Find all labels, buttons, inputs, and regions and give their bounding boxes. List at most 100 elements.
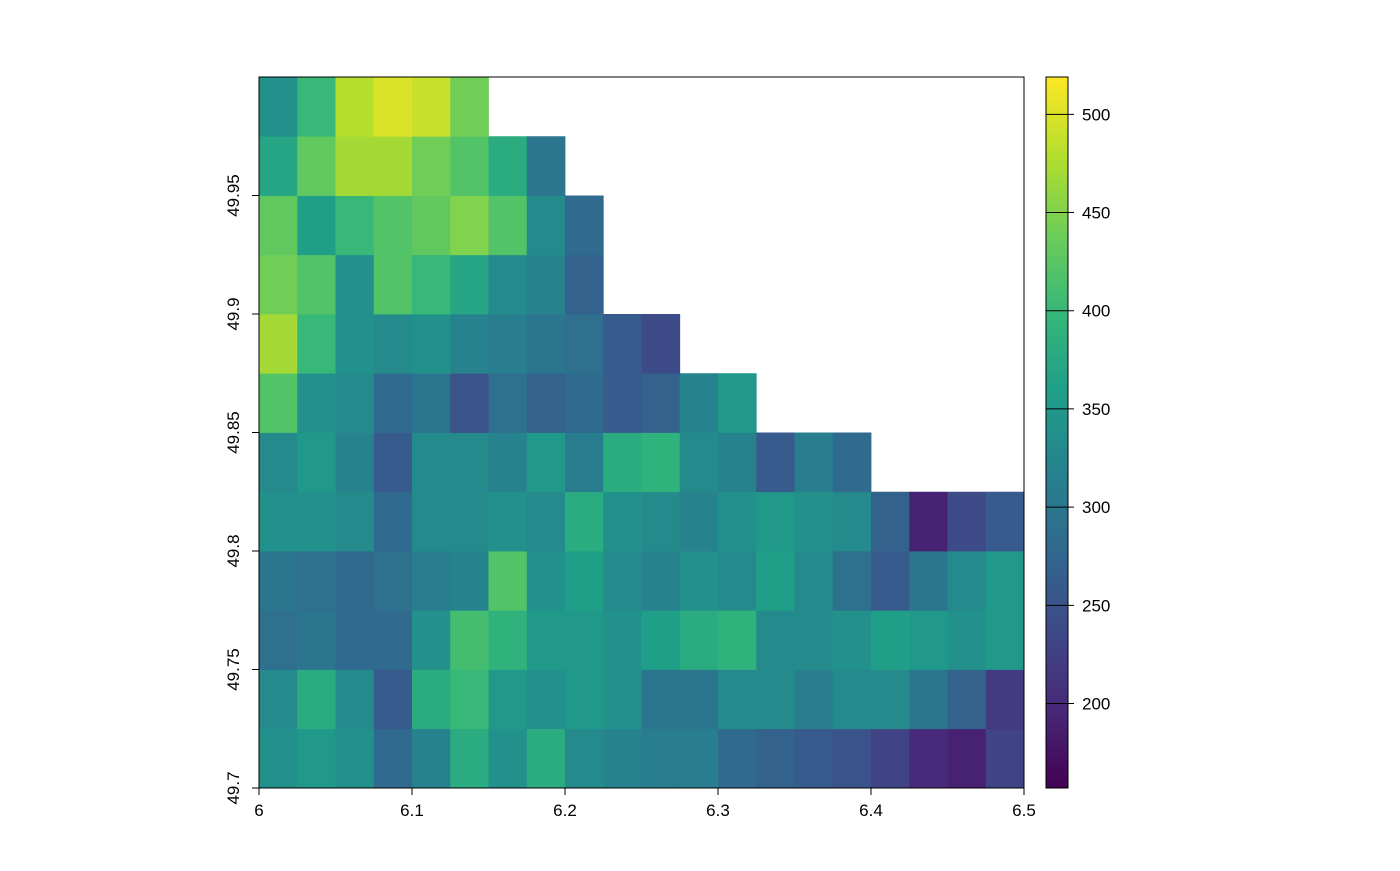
raster-cell <box>488 669 528 730</box>
raster-cell <box>718 669 757 730</box>
colorbar-tick-label: 450 <box>1082 204 1110 223</box>
raster-cell <box>947 551 987 611</box>
raster-cell <box>641 728 681 789</box>
raster-cell <box>641 669 681 730</box>
raster-cell <box>526 491 566 552</box>
raster-cell <box>335 77 375 137</box>
raster-cell <box>297 373 336 433</box>
raster-cell <box>871 728 910 789</box>
colorbar-tick-label: 300 <box>1082 498 1110 517</box>
raster-cell <box>756 432 795 493</box>
raster-cell <box>373 491 413 552</box>
raster-cell <box>832 669 872 730</box>
raster-cell <box>947 610 987 670</box>
raster-cell <box>259 669 298 730</box>
raster-cell <box>832 728 872 789</box>
colorbar-tick-label: 200 <box>1082 695 1110 714</box>
raster-cell <box>412 551 451 611</box>
raster-cell <box>718 610 757 670</box>
y-tick-label: 49.75 <box>224 648 243 691</box>
raster-cell <box>641 610 681 670</box>
y-tick-label: 49.9 <box>224 297 243 330</box>
raster-cell <box>679 551 719 611</box>
raster-cell <box>603 610 642 670</box>
raster-cell <box>259 432 298 493</box>
colorbar <box>1045 76 1069 789</box>
raster-cell <box>947 669 987 730</box>
raster-cell <box>297 254 336 315</box>
raster-cell <box>488 432 528 493</box>
raster-cell <box>718 491 757 552</box>
raster-cell <box>526 314 566 374</box>
raster-cell <box>335 195 375 256</box>
raster-cell <box>565 254 604 315</box>
raster-cell <box>412 610 451 670</box>
raster-cell <box>373 669 413 730</box>
raster-cell <box>335 728 375 789</box>
raster-cell <box>373 195 413 256</box>
raster-cell <box>526 551 566 611</box>
raster-cell <box>526 669 566 730</box>
raster-cell <box>297 195 336 256</box>
raster-cell <box>412 136 451 196</box>
raster-cell <box>259 551 298 611</box>
raster-cell <box>373 77 413 137</box>
raster-cell <box>335 254 375 315</box>
raster-cell <box>565 551 604 611</box>
raster-cell <box>679 728 719 789</box>
raster-cell <box>335 432 375 493</box>
raster-cell <box>450 728 489 789</box>
raster-cell <box>718 728 757 789</box>
raster-cell <box>679 432 719 493</box>
raster-cell <box>641 373 681 433</box>
raster-cell <box>679 491 719 552</box>
raster-cell <box>373 314 413 374</box>
raster-cell <box>412 728 451 789</box>
raster-cell <box>985 669 1025 730</box>
raster-cell <box>679 373 719 433</box>
raster-cell <box>412 314 451 374</box>
raster-cell <box>756 728 795 789</box>
raster-cell <box>335 551 375 611</box>
raster-cell <box>603 551 642 611</box>
y-tick-label: 49.85 <box>224 411 243 454</box>
raster-cell <box>718 551 757 611</box>
raster-cell <box>450 491 489 552</box>
raster-cell <box>641 314 681 374</box>
raster-cell <box>335 314 375 374</box>
raster-cell <box>871 669 910 730</box>
raster-cell <box>259 610 298 670</box>
raster-cell <box>679 669 719 730</box>
y-tick-label: 49.8 <box>224 534 243 567</box>
raster-cell <box>488 254 528 315</box>
raster-cell <box>297 551 336 611</box>
raster-cell <box>603 373 642 433</box>
raster-cell <box>259 195 298 256</box>
raster-cell <box>297 77 336 137</box>
raster-cell <box>794 669 834 730</box>
x-tick-label: 6.5 <box>1012 801 1036 820</box>
raster-cell <box>526 728 566 789</box>
colorbar-tick-label: 500 <box>1082 105 1110 124</box>
raster-cell <box>450 551 489 611</box>
raster-cell <box>297 610 336 670</box>
raster-cell <box>718 432 757 493</box>
raster-cell <box>297 432 336 493</box>
raster-cell <box>603 432 642 493</box>
raster-cell <box>947 491 987 552</box>
raster-cell <box>871 610 910 670</box>
raster-cell <box>335 373 375 433</box>
raster-cell <box>259 314 298 374</box>
x-tick-label: 6.3 <box>706 801 730 820</box>
raster-cell <box>718 373 757 433</box>
raster-cell <box>526 254 566 315</box>
x-tick-label: 6.4 <box>859 801 883 820</box>
raster-cell <box>565 373 604 433</box>
raster-cell <box>526 136 566 196</box>
raster-cell <box>412 669 451 730</box>
raster-cell <box>985 728 1025 789</box>
raster-cell <box>488 728 528 789</box>
raster-cell <box>450 314 489 374</box>
raster-cell <box>259 136 298 196</box>
raster-cell <box>641 491 681 552</box>
